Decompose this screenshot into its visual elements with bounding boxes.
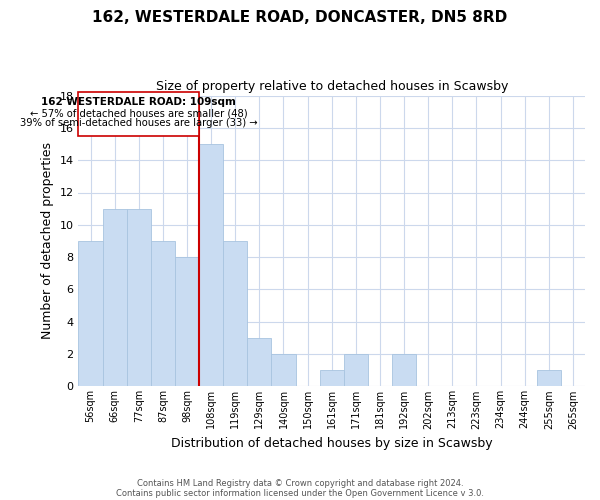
Bar bbox=[103, 208, 127, 386]
Bar bbox=[247, 338, 271, 386]
Text: 162, WESTERDALE ROAD, DONCASTER, DN5 8RD: 162, WESTERDALE ROAD, DONCASTER, DN5 8RD bbox=[92, 10, 508, 25]
Bar bbox=[271, 354, 296, 386]
Text: 39% of semi-detached houses are larger (33) →: 39% of semi-detached houses are larger (… bbox=[20, 118, 257, 128]
Bar bbox=[151, 241, 175, 386]
Bar bbox=[223, 241, 247, 386]
Y-axis label: Number of detached properties: Number of detached properties bbox=[41, 142, 54, 340]
X-axis label: Distribution of detached houses by size in Scawsby: Distribution of detached houses by size … bbox=[171, 437, 493, 450]
Bar bbox=[199, 144, 223, 386]
Bar bbox=[320, 370, 344, 386]
Bar bbox=[537, 370, 561, 386]
Bar bbox=[392, 354, 416, 386]
Text: Contains HM Land Registry data © Crown copyright and database right 2024.: Contains HM Land Registry data © Crown c… bbox=[137, 478, 463, 488]
Bar bbox=[175, 257, 199, 386]
Bar bbox=[344, 354, 368, 386]
Bar bbox=[79, 241, 103, 386]
FancyBboxPatch shape bbox=[79, 92, 199, 136]
Text: ← 57% of detached houses are smaller (48): ← 57% of detached houses are smaller (48… bbox=[30, 108, 248, 118]
Title: Size of property relative to detached houses in Scawsby: Size of property relative to detached ho… bbox=[155, 80, 508, 93]
Bar bbox=[127, 208, 151, 386]
Text: 162 WESTERDALE ROAD: 109sqm: 162 WESTERDALE ROAD: 109sqm bbox=[41, 97, 236, 107]
Text: Contains public sector information licensed under the Open Government Licence v : Contains public sector information licen… bbox=[116, 488, 484, 498]
